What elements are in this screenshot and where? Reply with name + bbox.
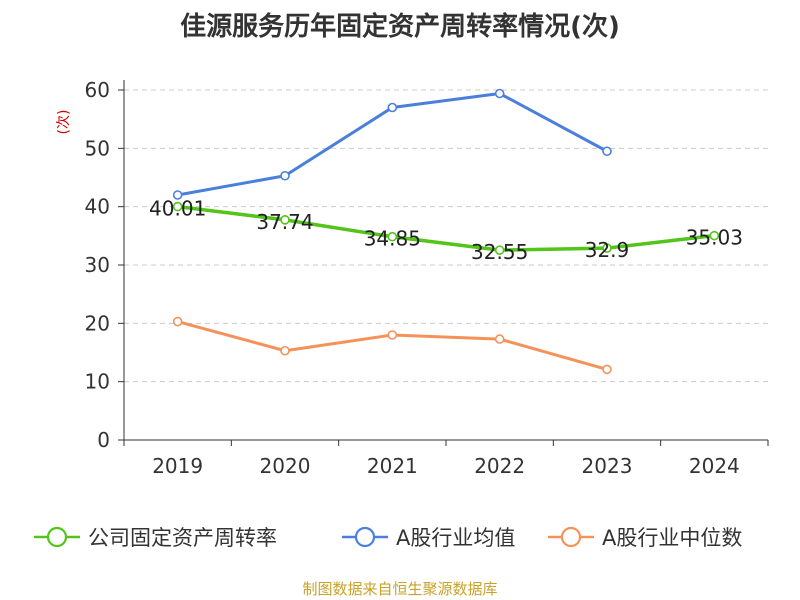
series-line bbox=[177, 320, 608, 371]
data-point bbox=[602, 146, 612, 157]
data-point bbox=[387, 330, 398, 340]
y-tick-label: 40 bbox=[85, 195, 110, 219]
x-tick-label: 2019 bbox=[152, 454, 203, 478]
data-point bbox=[602, 364, 612, 375]
y-tick-label: 10 bbox=[85, 370, 110, 394]
data-label: 32.9 bbox=[585, 238, 630, 262]
x-tick-label: 2022 bbox=[474, 454, 525, 478]
data-label: 32.55 bbox=[471, 240, 528, 264]
data-point bbox=[494, 245, 505, 255]
data-point bbox=[494, 334, 505, 344]
legend-marker bbox=[46, 526, 68, 548]
data-point bbox=[709, 230, 720, 241]
data-label: 35.03 bbox=[686, 226, 743, 250]
chart-title: 佳源服务历年固定资产周转率情况(次) bbox=[180, 12, 620, 42]
y-tick-label: 50 bbox=[85, 136, 110, 160]
x-tick-label: 2020 bbox=[260, 454, 311, 478]
data-label: 40.01 bbox=[149, 197, 206, 221]
data-label: 37.74 bbox=[256, 210, 313, 234]
data-point bbox=[387, 102, 398, 113]
data-point bbox=[494, 88, 505, 99]
data-point bbox=[280, 215, 290, 225]
series-line bbox=[177, 204, 715, 252]
y-tick-label: 0 bbox=[97, 428, 110, 452]
legend-label: A股行业中位数 bbox=[602, 526, 742, 550]
data-point bbox=[172, 316, 183, 327]
x-tick-label: 2023 bbox=[582, 454, 633, 478]
legend-marker bbox=[560, 526, 582, 548]
data-source: 制图数据来自恒生聚源数据库 bbox=[302, 580, 498, 598]
data-point bbox=[172, 201, 183, 212]
y-tick-label: 60 bbox=[85, 78, 110, 102]
data-point bbox=[602, 243, 612, 253]
data-point bbox=[172, 190, 183, 200]
y-tick-label: 30 bbox=[85, 253, 110, 277]
x-tick-label: 2021 bbox=[367, 454, 418, 478]
data-point bbox=[387, 231, 398, 242]
data-point bbox=[280, 345, 290, 356]
data-point bbox=[280, 170, 290, 181]
data-label: 34.85 bbox=[364, 227, 421, 251]
legend-marker bbox=[354, 526, 376, 548]
legend-label: 公司固定资产周转率 bbox=[88, 526, 277, 550]
y-tick-label: 20 bbox=[85, 311, 110, 335]
y-axis-label: (次) bbox=[56, 110, 72, 135]
legend-label: A股行业均值 bbox=[396, 526, 515, 550]
x-tick-label: 2024 bbox=[689, 454, 740, 478]
